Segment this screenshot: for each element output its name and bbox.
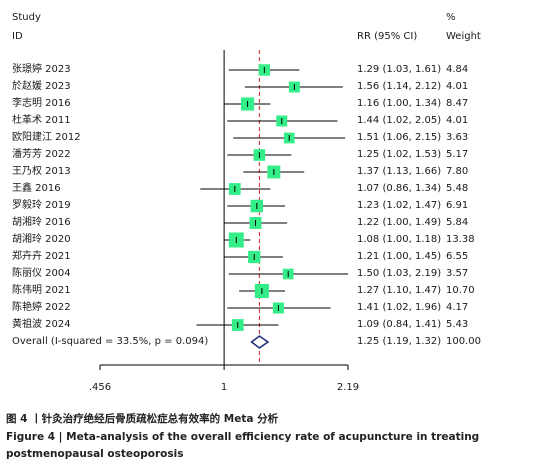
study-label: 陈伟明 2021 [12, 285, 71, 296]
id-header: ID [12, 31, 23, 42]
figure-caption-cn: 图 4 丨针灸治疗绝经后骨质疏松症总有效率的 Meta 分析 [6, 413, 279, 425]
study-label: 郑卉卉 2021 [12, 251, 71, 262]
study-ci-text: 1.44 (1.02, 2.05) [357, 115, 442, 126]
study-weight-text: 3.57 [446, 268, 469, 279]
weight-header: Weight [446, 31, 481, 42]
study-label: 胡湘玲 2020 [12, 234, 71, 245]
study-ci-text: 1.50 (1.03, 2.19) [357, 268, 442, 279]
study-label: 陈艳婷 2022 [12, 302, 71, 313]
study-header: Study [12, 12, 41, 23]
study-weight-text: 5.48 [446, 183, 469, 194]
study-weight-text: 13.38 [446, 234, 475, 245]
study-ci-text: 1.27 (1.10, 1.47) [357, 285, 442, 296]
study-weight-text: 6.55 [446, 251, 469, 262]
x-tick-label: .456 [89, 382, 111, 393]
study-weight-text: 7.80 [446, 166, 469, 177]
study-ci-text: 1.25 (1.02, 1.53) [357, 149, 442, 160]
study-weight-text: 4.17 [446, 302, 469, 313]
study-ci-text: 1.29 (1.03, 1.61) [357, 64, 442, 75]
study-label: 黄祖波 2024 [12, 319, 71, 330]
overall-weight-text: 100.00 [446, 336, 481, 347]
study-label: 潘芳芳 2022 [12, 149, 71, 160]
study-ci-text: 1.21 (1.00, 1.45) [357, 251, 442, 262]
study-weight-text: 4.01 [446, 115, 469, 126]
study-label: 王乃权 2013 [12, 166, 71, 177]
overall-label: Overall (I-squared = 33.5%, p = 0.094) [12, 336, 209, 347]
study-weight-text: 5.17 [446, 149, 469, 160]
study-label: 胡湘玲 2016 [12, 217, 71, 228]
study-label: 罗毅玲 2019 [12, 200, 71, 211]
study-ci-text: 1.16 (1.00, 1.34) [357, 98, 442, 109]
study-label: 王鑫 2016 [12, 183, 61, 194]
study-weight-text: 6.91 [446, 200, 469, 211]
weight-percent-header: % [446, 12, 456, 23]
study-label: 李志明 2016 [12, 98, 71, 109]
study-label: 陈丽仪 2004 [12, 268, 71, 279]
study-label: 张璟婷 2023 [12, 64, 71, 75]
study-weight-text: 5.84 [446, 217, 469, 228]
overall-diamond [250, 335, 270, 349]
study-ci-text: 1.22 (1.00, 1.49) [357, 217, 442, 228]
study-ci-text: 1.41 (1.02, 1.96) [357, 302, 442, 313]
study-weight-text: 4.01 [446, 81, 469, 92]
study-weight-text: 3.63 [446, 132, 469, 143]
rr-header: RR (95% CI) [357, 31, 418, 42]
overall-ci-text: 1.25 (1.19, 1.32) [357, 336, 442, 347]
study-weight-text: 5.43 [446, 319, 469, 330]
study-label: 杜革术 2011 [12, 115, 71, 126]
study-ci-text: 1.07 (0.86, 1.34) [357, 183, 442, 194]
study-ci-text: 1.09 (0.84, 1.41) [357, 319, 442, 330]
study-label: 欧阳建江 2012 [12, 132, 81, 143]
study-label: 於赵媛 2023 [12, 81, 71, 92]
figure-caption-en: Figure 4 | Meta-analysis of the overall … [6, 431, 480, 460]
study-weight-text: 10.70 [446, 285, 475, 296]
x-tick-label: 2.19 [337, 382, 359, 393]
study-weight-text: 8.47 [446, 98, 469, 109]
study-ci-text: 1.37 (1.13, 1.66) [357, 166, 442, 177]
study-ci-text: 1.56 (1.14, 2.12) [357, 81, 442, 92]
study-ci-text: 1.51 (1.06, 2.15) [357, 132, 442, 143]
x-tick-label: 1 [221, 382, 227, 393]
study-ci-text: 1.08 (1.00, 1.18) [357, 234, 442, 245]
study-ci-text: 1.23 (1.02, 1.47) [357, 200, 442, 211]
forest-plot: .456 1 2.19 [89, 50, 359, 393]
study-weight-text: 4.84 [446, 64, 469, 75]
